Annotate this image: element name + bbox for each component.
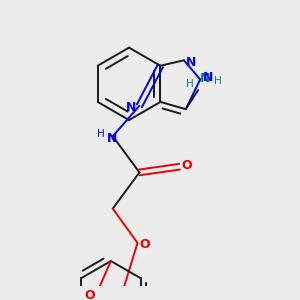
Text: N: N (200, 72, 210, 85)
Text: N: N (106, 132, 117, 145)
Text: N: N (126, 101, 136, 114)
Text: H: H (186, 80, 194, 89)
Text: O: O (85, 289, 95, 300)
Text: N: N (185, 56, 196, 69)
Text: O: O (182, 159, 192, 172)
Text: H: H (98, 129, 105, 139)
Text: O: O (140, 238, 151, 251)
Text: N: N (202, 71, 213, 84)
Text: H: H (214, 76, 222, 85)
